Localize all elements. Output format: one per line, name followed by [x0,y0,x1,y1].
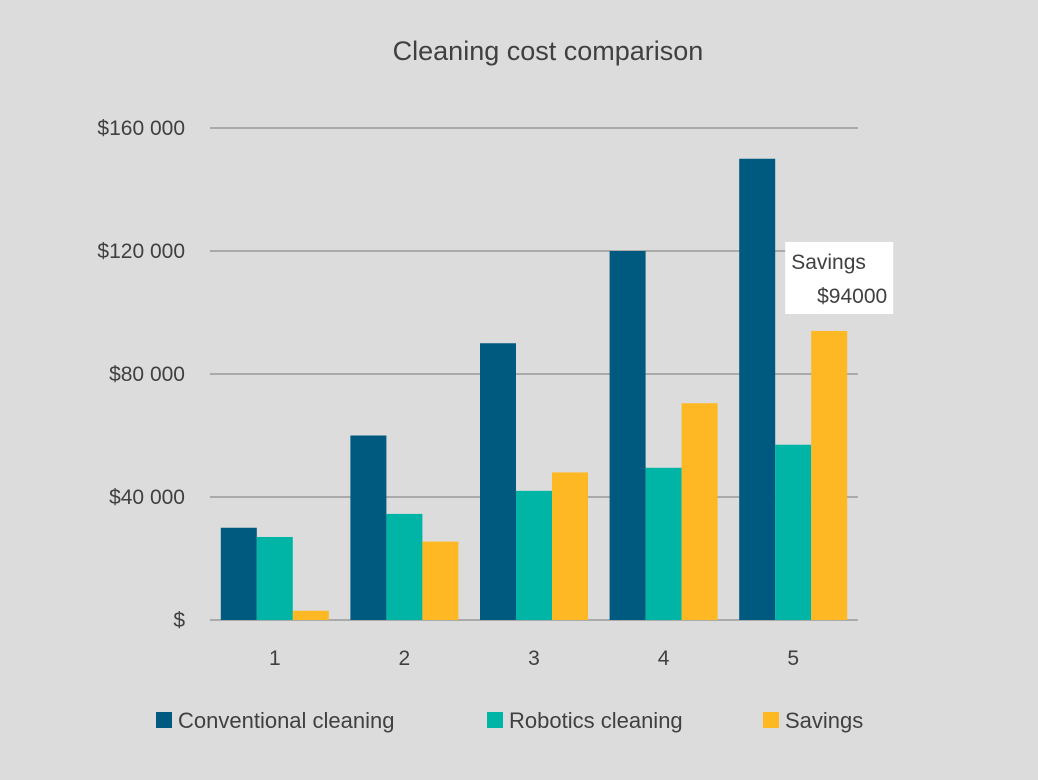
legend-label: Robotics cleaning [509,708,683,733]
bar-conventional-cleaning-3 [480,343,516,620]
y-tick-label: $160 000 [97,117,185,140]
x-tick-label: 2 [399,647,411,670]
legend: Conventional cleaning Robotics cleaning Sa… [156,708,863,733]
legend-swatch [156,712,172,728]
legend-label: Savings [785,708,863,733]
y-tick-label: $ [173,609,185,632]
bar-robotics-cleaning-3 [516,490,552,620]
annotation-box [785,241,894,314]
annotation-line: $94000 [817,285,887,308]
y-tick-label: $120 000 [97,240,185,263]
legend-swatch [763,712,779,728]
bar-savings-5 [811,330,848,620]
bar-robotics-cleaning-5 [775,444,812,620]
bar-robotics-cleaning-4 [645,467,682,620]
bar-savings-1 [292,610,329,620]
bar-savings-2 [422,541,459,620]
x-tick-label: 1 [269,647,281,670]
bar-conventional-cleaning-4 [609,251,646,620]
x-tick-label: 4 [658,647,670,670]
bars [220,158,848,620]
legend-label: Conventional cleaning [178,708,395,733]
savings-annotation: Savings $94000 [785,241,894,314]
bar-conventional-cleaning-2 [350,435,387,620]
x-axis-ticks: 1 2 3 4 5 [269,647,799,670]
bar-robotics-cleaning-2 [386,513,423,620]
annotation-line: Savings [791,251,866,274]
y-tick-label: $40 000 [109,486,185,509]
bar-savings-4 [681,403,718,620]
bar-conventional-cleaning-5 [739,158,776,620]
bar-savings-3 [552,472,588,620]
legend-swatch [487,712,503,728]
chart-title: Cleaning cost comparison [393,36,704,66]
y-axis-ticks: $ $40 000 $80 000 $120 000 $160 000 [97,117,185,632]
x-tick-label: 3 [528,647,540,670]
bar-conventional-cleaning-1 [220,527,257,620]
x-tick-label: 5 [787,647,799,670]
y-tick-label: $80 000 [109,363,185,386]
bar-robotics-cleaning-1 [256,536,293,620]
